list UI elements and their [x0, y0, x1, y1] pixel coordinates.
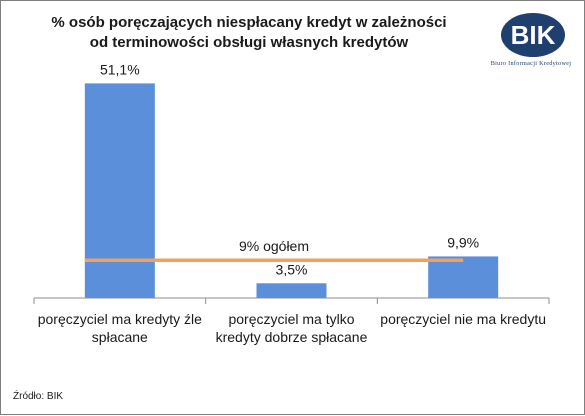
category-label-1-line-1: poręczyciel ma kredyty źle [38, 311, 202, 327]
reference-line-label: 9% ogółem [239, 238, 309, 254]
category-label-1-line-2: spłacane [92, 329, 148, 345]
value-label-1: 51,1% [100, 61, 140, 77]
bar-3 [428, 256, 499, 298]
bik-logo: BIK Biuro Informacji Kredytowej [479, 13, 579, 75]
source-note: Źródło: BIK [13, 391, 64, 402]
value-label-3: 9,9% [447, 234, 479, 250]
category-label-2-line-1: poręczyciel ma tylko [228, 311, 354, 327]
category-label-3-line-1: poręczyciel nie ma kredytu [380, 311, 546, 327]
chart-title-line-1: % osób poręczających niespłacany kredyt … [51, 14, 447, 31]
bik-logo-mark: BIK [501, 13, 565, 57]
value-label-2: 3,5% [276, 261, 308, 277]
category-label-2-line-2: kredyty dobrze spłacane [216, 329, 368, 345]
chart-title: % osób poręczających niespłacany kredyt … [19, 13, 479, 53]
bar-1 [84, 83, 155, 298]
bik-logo-text: Biuro Informacji Kredytowej [490, 60, 572, 67]
chart-title-line-2: od terminowości obsługi własnych kredytó… [89, 34, 409, 51]
bar-2 [256, 283, 327, 298]
